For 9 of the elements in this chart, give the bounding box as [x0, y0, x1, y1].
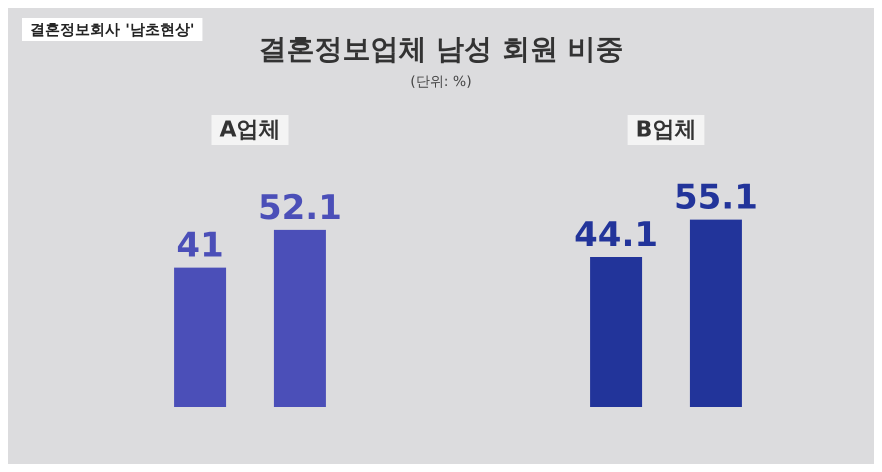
x-tick-label: B업체	[636, 118, 696, 142]
data-label: 55.1	[674, 178, 758, 218]
chart-subtitle: (단위: %)	[410, 74, 472, 90]
x-tick-label: A업체	[219, 118, 281, 142]
data-label: 41	[176, 226, 224, 266]
data-label: 44.1	[574, 215, 658, 256]
text: 결혼정보회사 '남초현상'	[30, 20, 194, 38]
chart-title: 결혼정보업체 남성 회원 비중	[258, 32, 624, 66]
data-label: 52.1	[258, 188, 342, 228]
